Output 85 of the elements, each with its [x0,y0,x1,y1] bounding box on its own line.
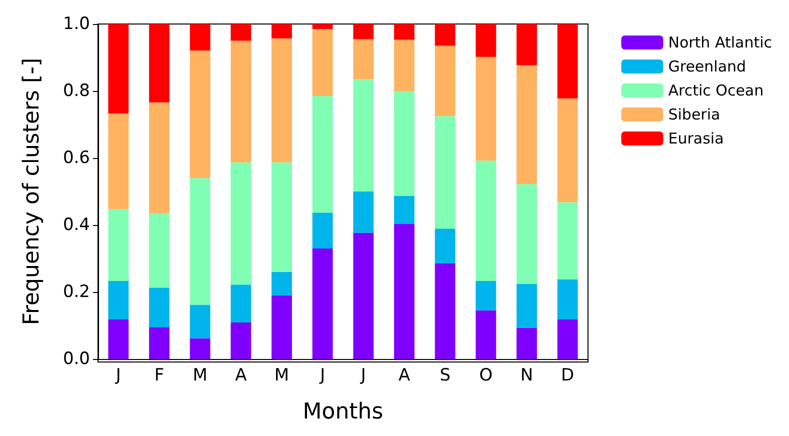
y-tick-label: 0.2 [62,282,90,302]
x-tick-label: A [235,366,248,386]
bar [190,24,210,50]
bar [230,284,252,322]
bar [149,213,170,288]
bar [230,24,252,41]
bar [476,56,496,161]
bar [190,338,210,359]
bar [108,209,129,281]
legend-label: Eurasia [668,130,724,148]
bar [272,24,292,38]
x-tick-label: S [440,366,450,386]
bar [230,162,252,285]
bar [353,192,374,233]
x-tick-label: A [398,366,410,386]
bar [557,319,578,359]
bar [394,24,414,40]
bar [190,178,210,305]
bar [557,279,578,320]
y-tick-label: 0.4 [62,215,90,235]
x-tick-label: J [360,366,366,386]
bar [353,78,374,192]
bar [516,328,537,359]
x-axis-title: Months [302,400,384,424]
bar [108,113,129,210]
bar [312,248,333,359]
bar [108,280,129,320]
bar [149,327,170,359]
bar [149,288,170,328]
bar [230,40,252,162]
bar [394,40,414,91]
bar [557,24,578,98]
bar [272,162,292,272]
bar [190,50,210,178]
y-tick-label: 1.0 [62,14,90,34]
bar [434,228,456,264]
bar [394,224,414,359]
bar [353,24,374,40]
legend-label: Greenland [668,58,746,76]
bar [516,24,537,66]
x-tick-label: J [114,366,121,386]
bar [476,310,496,359]
y-tick-label: 0.0 [62,349,90,369]
bar [394,91,414,196]
bar [272,272,292,296]
bar [353,232,374,359]
bar [434,116,456,229]
x-tick-label: N [520,366,534,386]
bar [394,196,414,224]
y-tick-label: 0.6 [62,148,90,168]
bar [149,24,170,102]
bar [476,24,496,57]
bar [312,96,333,213]
bar [516,284,537,328]
legend-label: North Atlantic [668,34,772,52]
bar [108,319,129,359]
legend-label: Siberia [668,106,720,124]
bar [108,24,129,114]
x-tick-label: M [192,366,208,386]
bar [516,184,537,284]
x-tick-label: D [561,366,574,386]
bar [312,29,333,96]
bar [312,212,333,248]
bar [353,39,374,79]
bar [557,98,578,202]
bar [149,102,170,214]
bar [516,65,537,184]
bar [272,295,292,359]
y-tick-label: 0.8 [62,81,90,101]
y-axis-title: Frequency of clusters [-] [20,58,44,326]
legend-label: Arctic Ocean [668,82,764,100]
bar [557,202,578,280]
bar [230,322,252,359]
bar [312,24,333,30]
bar [434,24,456,46]
x-tick-label: J [319,366,326,386]
x-tick-label: O [479,366,493,386]
bar [476,280,496,310]
bar [476,160,496,281]
x-tick-label: F [154,366,164,386]
bar [190,304,210,338]
bar [434,46,456,116]
bar [272,38,292,162]
x-tick-label: M [274,366,290,386]
bar [434,264,456,359]
